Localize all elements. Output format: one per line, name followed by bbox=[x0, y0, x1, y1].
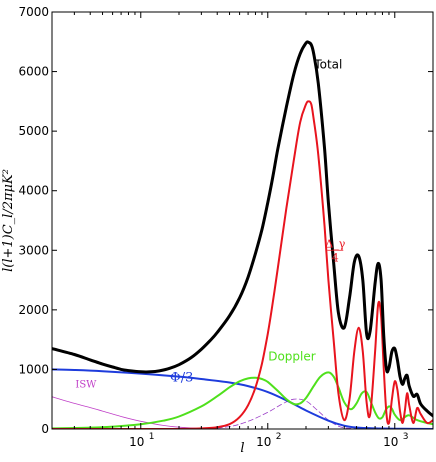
chart-marks: Total Doppler Φ/3 ISW Δ_γ4 bbox=[52, 40, 433, 429]
y-tick-label: 5000 bbox=[18, 124, 49, 138]
y-tick-label: 0 bbox=[41, 422, 49, 436]
axis-ticks: 0 1000 2000 3000 4000 5000 6000 7000 10 1 10 2 10 3 bbox=[18, 5, 434, 449]
y-tick-label: 2000 bbox=[18, 303, 49, 317]
y-tick-label: 6000 bbox=[18, 65, 49, 79]
annotation-total: Total bbox=[313, 58, 342, 72]
fraction-denominator: 4 bbox=[332, 251, 339, 264]
x-tick-label: 10 bbox=[129, 435, 144, 449]
x-tick-label: 10 bbox=[383, 435, 398, 449]
plot-frame bbox=[51, 11, 434, 430]
annotation-delta-gamma-over-4: Δ_γ4 bbox=[325, 237, 345, 264]
y-tick-label: 3000 bbox=[18, 243, 49, 257]
annotation-3: Φ/3 bbox=[170, 370, 193, 385]
series-line-total-0 bbox=[52, 40, 433, 418]
x-axis-label: l bbox=[240, 441, 244, 456]
x-tick-exponent: 3 bbox=[403, 432, 409, 442]
y-tick-label: 7000 bbox=[18, 5, 49, 19]
y-tick-label: 4000 bbox=[18, 184, 49, 198]
annotation-isw: ISW bbox=[75, 379, 97, 390]
fraction-numerator: Δ_γ bbox=[325, 237, 345, 250]
x-tick-exponent: 1 bbox=[149, 432, 155, 442]
y-tick-label: 1000 bbox=[18, 362, 49, 376]
series-line-isw-4 bbox=[52, 396, 269, 429]
series-line-dashed-5 bbox=[201, 398, 367, 429]
series-group bbox=[52, 40, 433, 429]
x-tick-exponent: 2 bbox=[276, 432, 282, 442]
series-line-3-3 bbox=[52, 368, 433, 429]
annotation-doppler: Doppler bbox=[268, 349, 316, 363]
y-axis-label: l(l+1)C_l/2πμK² bbox=[1, 169, 16, 272]
x-tick-label: 10 bbox=[256, 435, 271, 449]
series-line-doppler-2 bbox=[52, 371, 433, 429]
series-line-4-1 bbox=[52, 100, 433, 429]
